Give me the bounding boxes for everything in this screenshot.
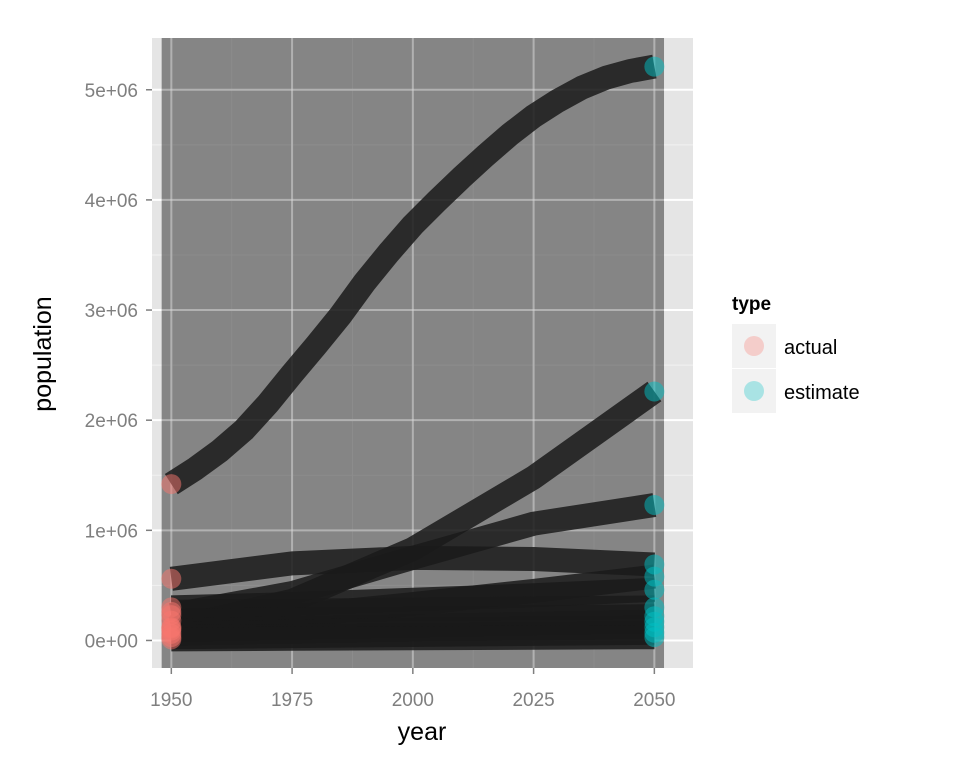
legend-title: type [732, 294, 771, 315]
legend-swatch-estimate [744, 381, 764, 401]
y-tick-label: 1e+06 [85, 521, 138, 542]
point-estimate-12 [644, 627, 665, 648]
x-tick-labels: 1950 1975 2000 2025 2050 [150, 690, 675, 711]
y-tick-label: 3e+06 [85, 301, 138, 322]
legend: type actual estimate [732, 294, 860, 413]
axis-ticks [146, 89, 656, 674]
y-tick-label: 5e+06 [85, 81, 138, 102]
series-line-12 [171, 625, 655, 652]
series-line-1 [164, 54, 657, 495]
y-tick-label: 4e+06 [85, 191, 138, 212]
point-estimate-1 [644, 56, 665, 77]
point-estimate-3 [644, 494, 665, 515]
legend-key-actual [732, 324, 776, 368]
y-axis-title: population [29, 296, 57, 411]
point-actual-1 [161, 474, 182, 495]
x-tick-label: 2000 [392, 690, 434, 711]
point-estimate-6 [644, 579, 665, 600]
legend-items: actual estimate [732, 324, 860, 413]
x-tick-label: 1950 [150, 690, 192, 711]
x-tick-label: 2025 [512, 690, 554, 711]
legend-swatch-actual [744, 336, 764, 356]
grid-minor [152, 38, 693, 668]
x-tick-label: 1975 [271, 690, 313, 711]
legend-label-actual: actual [784, 337, 837, 359]
point-actual-4 [161, 568, 182, 589]
point-estimate-2 [644, 381, 665, 402]
y-tick-label: 2e+06 [85, 411, 138, 432]
x-axis-title: year [398, 718, 447, 746]
y-tick-labels: 0e+00 1e+06 2e+06 3e+06 4e+06 5e+06 [85, 81, 138, 653]
legend-label-estimate: estimate [784, 382, 860, 404]
x-tick-label: 2050 [633, 690, 675, 711]
series-line-4 [169, 545, 655, 591]
y-tick-label: 0e+00 [85, 631, 138, 652]
point-actual-12 [161, 629, 182, 650]
legend-key-estimate [732, 369, 776, 413]
points-group [161, 56, 665, 650]
series-group [164, 54, 662, 652]
